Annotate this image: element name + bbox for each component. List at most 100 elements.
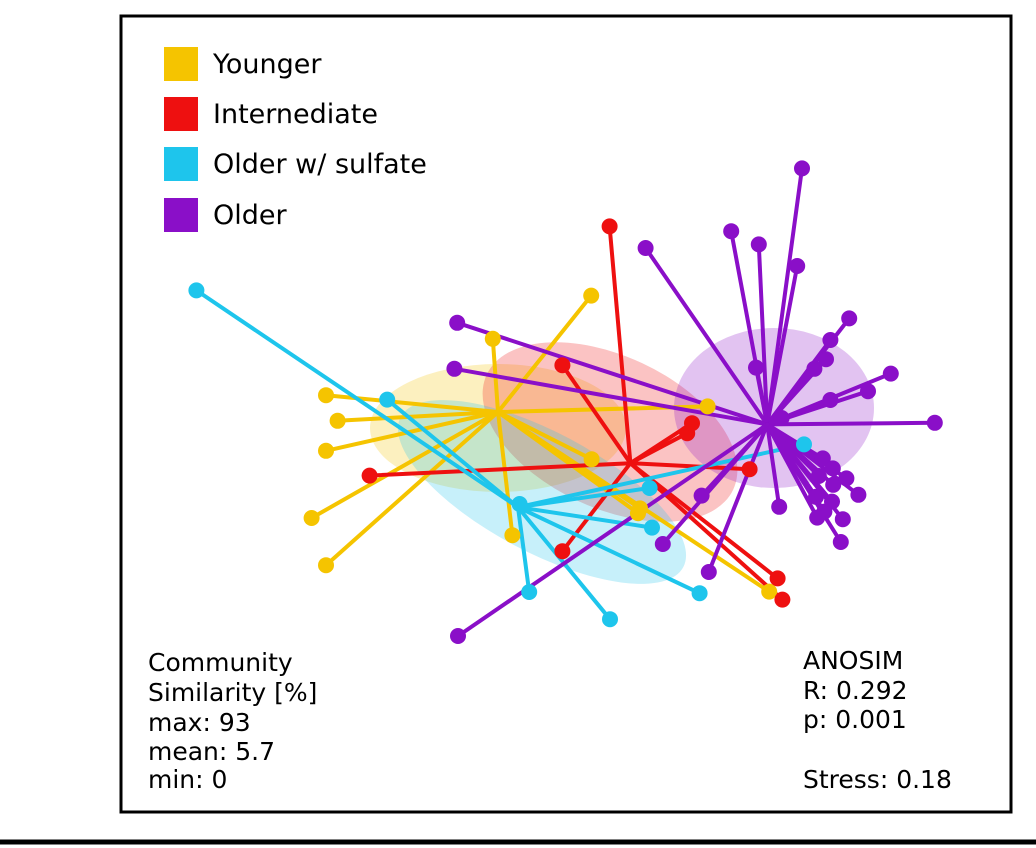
spider-line-older-w-sulfate [516,505,654,530]
point-younger [303,510,320,526]
spider-line-younger [496,410,594,462]
spider-line-older [754,365,770,427]
legend-label-internediate: Internediate [213,99,378,130]
point-older [814,450,831,467]
point-older-w-sulfate [691,585,708,602]
point-older [771,498,788,515]
legend-swatch-younger [164,47,198,81]
point-older [810,468,827,484]
point-older [654,536,671,552]
point-older [818,351,834,368]
point-older [700,564,717,580]
point-older-w-sulfate [188,282,205,299]
point-younger [504,527,521,544]
spider-line-internediate [560,363,633,466]
spider-line-older [452,366,770,427]
point-younger [699,398,716,415]
legend-label-older-w-sulfate: Older w/ sulfate [213,149,427,180]
spider-line-younger [324,410,500,453]
point-older [794,160,810,177]
point-older [789,258,806,274]
ellipse-older [674,328,874,488]
spider-line-older [455,320,770,427]
point-older-w-sulfate [644,519,660,536]
anosim-note: ANOSIM R: 0.292 p: 0.001 Stress: 0.18 [803,646,952,794]
point-younger [484,330,501,347]
point-internediate [361,467,378,484]
spider-line-older [765,264,800,427]
point-older [806,360,823,377]
similarity-title-line2: Similarity [%] [148,678,317,707]
point-older [825,476,842,493]
point-older [750,236,767,253]
spider-line-older [765,166,804,427]
ellipse-older-w-sulfate [397,400,687,584]
point-older [822,392,839,408]
point-older-w-sulfate [521,584,538,600]
point-internediate [601,218,618,235]
spider-line-younger [335,410,500,423]
spider-line-older [643,246,770,427]
point-older-w-sulfate [641,480,658,496]
spider-line-older [765,422,782,509]
point-older [850,486,867,503]
legend: Younger Internediate Older w/ sulfate Ol… [164,47,427,232]
point-older [809,509,826,526]
spider-line-older-w-sulfate [385,397,520,510]
point-older [822,332,839,348]
spider-line-older-w-sulfate [194,288,520,510]
point-older-w-sulfate [511,496,528,512]
point-younger [329,412,346,429]
point-younger [318,442,334,459]
spider-line-younger [324,410,500,568]
spider-line-older [706,422,770,574]
anosim-p-value: p: 0.001 [803,705,907,734]
point-internediate [741,461,758,478]
point-younger [318,387,334,404]
similarity-title-line1: Community [148,648,293,677]
point-younger [318,557,334,574]
spider-line-older [756,242,770,427]
point-older [926,414,943,431]
legend-swatch-internediate [164,97,198,131]
spider-line-younger [496,293,594,414]
anosim-r-value: R: 0.292 [803,676,908,705]
point-older [449,314,466,331]
legend-swatch-older-w-sulfate [164,147,198,181]
spider-line-internediate [560,461,633,554]
point-older-w-sulfate [602,611,618,628]
spider-line-internediate [607,224,633,466]
point-older [832,534,849,550]
legend-label-older: Older [213,200,288,231]
point-older [450,628,466,644]
group-points [188,160,943,644]
point-older-w-sulfate [796,436,812,453]
point-older [637,240,654,256]
spider-line-older [765,422,843,544]
point-older [723,223,740,240]
point-older [838,470,855,487]
point-older [693,487,710,504]
point-older [882,365,899,382]
spider-line-older [456,422,770,638]
point-internediate [684,415,700,432]
point-older [841,310,858,327]
point-internediate [554,357,571,374]
legend-label-younger: Younger [212,49,322,80]
spider-line-older [660,422,770,546]
point-internediate [554,543,571,560]
similarity-min: min: 0 [148,765,227,794]
similarity-mean: mean: 5.7 [148,737,275,766]
stress-value: Stress: 0.18 [803,765,952,794]
point-older [834,511,851,528]
point-older [748,359,764,376]
plot-frame [119,14,1013,814]
spider-line-younger [309,410,500,520]
point-internediate [774,591,791,608]
point-younger [583,287,600,304]
spider-line-older [765,420,937,427]
point-older [808,488,824,505]
spider-line-older-w-sulfate [516,505,702,596]
similarity-max: max: 93 [148,708,251,737]
spider-line-younger [496,410,772,594]
